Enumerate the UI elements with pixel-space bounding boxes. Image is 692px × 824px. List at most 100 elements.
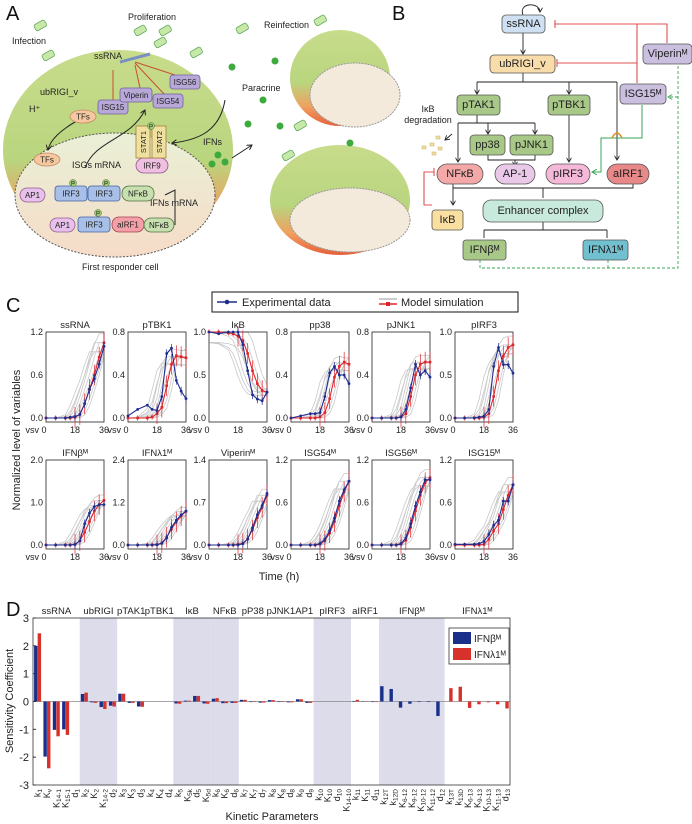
bar-ifnl — [271, 700, 275, 702]
node-nfkb: NFκB — [436, 163, 484, 185]
node-ap1-a: AP1 — [19, 187, 46, 203]
experimental-point — [323, 395, 327, 398]
experimental-point — [97, 362, 101, 366]
x-tick-label: d10 — [332, 789, 344, 802]
experimental-point — [463, 542, 467, 546]
experimental-point — [150, 543, 154, 547]
experimental-point — [44, 543, 48, 547]
node-label: STAT2 — [155, 131, 164, 153]
x-tick-label: k4 — [145, 789, 157, 798]
model-point — [409, 395, 412, 398]
svg-text:P: P — [149, 125, 153, 131]
x-tick-label: d9 — [304, 789, 316, 798]
virus-particle-icon — [293, 119, 307, 132]
experimental-point — [88, 511, 91, 515]
model-point — [170, 362, 173, 366]
bar-ifnl — [84, 692, 88, 702]
simulation-curve — [128, 348, 186, 419]
bar-ifnb — [34, 645, 38, 702]
experimental-point — [136, 543, 140, 547]
y-tick-label: 0.0 — [193, 540, 206, 550]
x-tick-label: k12T — [379, 789, 391, 805]
group-label: pTAK1 — [117, 606, 145, 617]
bar-ifnb — [286, 701, 291, 703]
virus-particle-icon — [133, 24, 147, 37]
x-tick-label: 36 — [508, 552, 518, 562]
model-point — [160, 405, 164, 409]
bar-ifnb — [417, 701, 421, 703]
y-tick-label: 1.0 — [193, 327, 206, 337]
model-point — [428, 360, 432, 364]
experimental-point — [472, 416, 476, 420]
legend: Experimental data Model simulation — [211, 291, 519, 313]
experimental-point — [170, 346, 173, 350]
x-tick-label: 36 — [181, 425, 191, 435]
svg-text:P: P — [104, 182, 108, 188]
model-point — [88, 520, 91, 523]
bar-ifnb — [183, 700, 188, 702]
node-label: ISG56 — [174, 78, 197, 87]
experimental-point — [102, 344, 106, 348]
bar-ifnb — [62, 701, 66, 730]
experimental-point — [92, 505, 96, 509]
experimental-point — [68, 415, 72, 419]
experimental-point — [453, 416, 457, 420]
experimental-point — [260, 504, 264, 507]
label-infection: Infection — [12, 36, 46, 46]
experimental-point — [170, 525, 173, 529]
x-tick-label: vsv 0 — [107, 425, 128, 435]
x-tick-label: K11-13 — [491, 789, 503, 812]
virus-particle-icon — [313, 14, 327, 27]
experimental-point — [145, 403, 149, 407]
y-tick-label: 0.8 — [112, 327, 125, 337]
experimental-point — [73, 415, 77, 418]
x-tick-label: K10-13 — [482, 789, 494, 812]
legend-model-label: Model simulation — [401, 297, 484, 309]
y-tick-label: 2 — [23, 641, 29, 653]
panel-letter-d: D — [6, 599, 20, 621]
x-tick-label: k13T — [444, 789, 456, 805]
node-tfs-cyto: TFs — [69, 109, 97, 124]
experimental-point — [231, 330, 235, 334]
experimental-point — [404, 536, 408, 540]
bar-ifnl — [37, 633, 42, 702]
bar-ifnl — [458, 686, 462, 702]
group-label: AP1 — [295, 606, 313, 617]
bar-ifnl — [355, 699, 360, 702]
node-label: Viperinᴹ — [648, 48, 688, 60]
x-tick-label: k11 — [351, 789, 363, 801]
experimental-point — [418, 490, 422, 494]
x-tick-label: vsv 0 — [270, 425, 291, 435]
node-label: AP1 — [25, 191, 41, 200]
bar-ifnb — [389, 688, 393, 702]
x-tick-label: k6 — [210, 789, 222, 798]
model-point — [487, 538, 491, 541]
bar-ifnl — [299, 699, 303, 702]
model-point — [342, 360, 346, 364]
bar-ifnl — [65, 701, 70, 735]
experimental-point — [255, 513, 259, 517]
x-tick-label: d2 — [108, 789, 120, 798]
node-label: IκB — [440, 214, 456, 226]
model-point — [251, 369, 254, 372]
experimental-point — [487, 532, 491, 536]
model-point — [423, 360, 427, 364]
panel-letter-c: C — [6, 295, 20, 317]
x-tick-label: 18 — [396, 552, 406, 562]
experimental-point — [241, 542, 245, 546]
experimental-point — [506, 363, 510, 367]
node-ikb: IκB — [431, 209, 464, 231]
bar-ifnb — [426, 701, 431, 703]
node-tfs-nuc: TFs — [33, 152, 61, 167]
subplot-2: IκB 0.0 0.5 1.0 vsv 0 18 36 — [188, 320, 272, 435]
y-tick-label: 1.0 — [30, 498, 43, 508]
node-ptak1: pTAK1 — [456, 94, 501, 116]
bar-ifnb — [352, 700, 356, 702]
node-label: IRF3 — [85, 221, 103, 230]
bar-ifnl — [234, 701, 238, 703]
experimental-point — [487, 408, 491, 411]
x-tick-label: K14-10 — [341, 789, 353, 812]
subplot-title: ssRNA — [60, 320, 90, 331]
node-isg56: ISG56 — [169, 74, 201, 90]
node-ap1: AP-1 — [494, 163, 536, 185]
